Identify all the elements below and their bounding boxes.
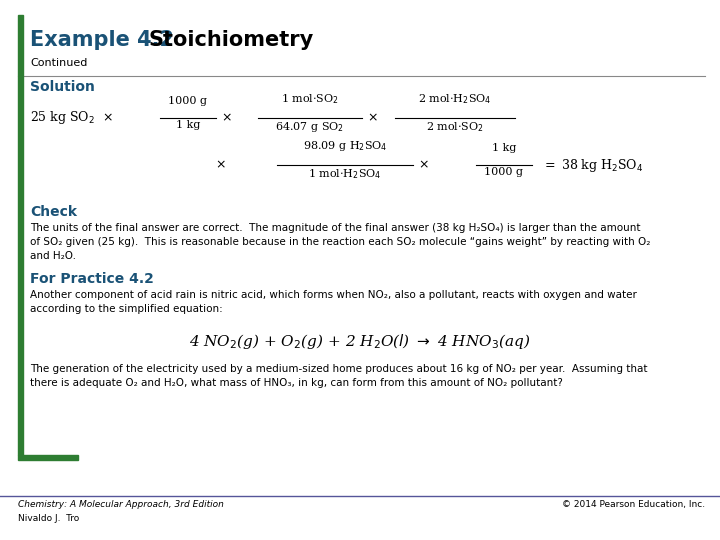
Text: 64.07 g SO$_2$: 64.07 g SO$_2$	[276, 120, 344, 134]
Text: 2 mol$\cdot$H$_2$SO$_4$: 2 mol$\cdot$H$_2$SO$_4$	[418, 92, 492, 106]
Text: Stoichiometry: Stoichiometry	[148, 30, 313, 50]
Text: Example 4.2: Example 4.2	[30, 30, 174, 50]
Text: 98.09 g H$_2$SO$_4$: 98.09 g H$_2$SO$_4$	[302, 139, 387, 153]
Text: Solution: Solution	[30, 80, 95, 94]
Text: 1000 g: 1000 g	[485, 167, 523, 177]
Text: 1 kg: 1 kg	[492, 143, 516, 153]
Bar	[18, 15, 23, 455]
Text: $\times$: $\times$	[366, 111, 377, 125]
Text: $=$ 38 kg H$_2$SO$_4$: $=$ 38 kg H$_2$SO$_4$	[542, 157, 644, 173]
Text: 1 kg: 1 kg	[176, 120, 200, 130]
Text: $\times$: $\times$	[220, 111, 231, 125]
Text: The units of the final answer are correct.  The magnitude of the final answer (3: The units of the final answer are correc…	[30, 223, 641, 233]
Text: For Practice 4.2: For Practice 4.2	[30, 272, 154, 286]
Text: 4 NO$_2$(g) + O$_2$(g) + 2 H$_2$O($l$) $\rightarrow$ 4 HNO$_3$(aq): 4 NO$_2$(g) + O$_2$(g) + 2 H$_2$O($l$) $…	[189, 332, 531, 351]
Text: there is adequate O₂ and H₂O, what mass of HNO₃, in kg, can form from this amoun: there is adequate O₂ and H₂O, what mass …	[30, 378, 563, 388]
Text: of SO₂ given (25 kg).  This is reasonable because in the reaction each SO₂ molec: of SO₂ given (25 kg). This is reasonable…	[30, 237, 650, 247]
Text: 1 mol$\cdot$SO$_2$: 1 mol$\cdot$SO$_2$	[281, 92, 339, 106]
Text: 2 mol$\cdot$SO$_2$: 2 mol$\cdot$SO$_2$	[426, 120, 484, 134]
Text: 25 kg SO$_2$  $\times$: 25 kg SO$_2$ $\times$	[30, 110, 113, 126]
Text: Check: Check	[30, 205, 77, 219]
Text: $\times$: $\times$	[215, 159, 225, 172]
Text: Continued: Continued	[30, 58, 87, 68]
Text: according to the simplified equation:: according to the simplified equation:	[30, 304, 222, 314]
Text: Nivaldo J.  Tro: Nivaldo J. Tro	[18, 514, 79, 523]
Text: Another component of acid rain is nitric acid, which forms when NO₂, also a poll: Another component of acid rain is nitric…	[30, 290, 637, 300]
Text: 1000 g: 1000 g	[168, 96, 207, 106]
Bar	[18, 455, 78, 460]
Text: © 2014 Pearson Education, Inc.: © 2014 Pearson Education, Inc.	[562, 500, 705, 509]
Text: $\times$: $\times$	[418, 159, 428, 172]
Text: 1 mol$\cdot$H$_2$SO$_4$: 1 mol$\cdot$H$_2$SO$_4$	[308, 167, 382, 181]
Text: and H₂O.: and H₂O.	[30, 251, 76, 261]
Text: Chemistry: A Molecular Approach, 3rd Edition: Chemistry: A Molecular Approach, 3rd Edi…	[18, 500, 224, 509]
Text: The generation of the electricity used by a medium-sized home produces about 16 : The generation of the electricity used b…	[30, 364, 647, 374]
